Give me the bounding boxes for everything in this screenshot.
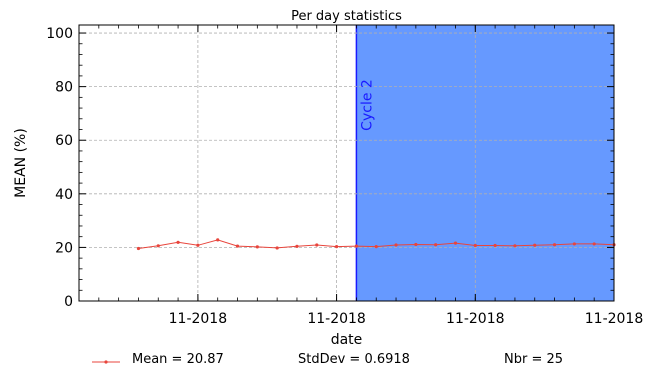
legend-mean-marker-dot	[104, 360, 108, 364]
data-point	[592, 242, 596, 246]
data-point	[572, 242, 576, 246]
data-point	[334, 245, 339, 249]
data-point	[275, 246, 279, 250]
data-point	[552, 243, 557, 247]
data-point	[453, 241, 458, 245]
data-point	[434, 243, 438, 247]
legend-nbr: Nbr = 25	[504, 352, 564, 367]
y-tick-label: 40	[55, 187, 73, 203]
x-tick-label: 11-2018	[446, 311, 505, 327]
data-point	[533, 243, 537, 247]
x-axis-label: date	[331, 332, 363, 348]
y-tick-label: 100	[46, 26, 73, 42]
data-point	[136, 246, 141, 251]
data-point	[176, 240, 180, 244]
y-tick-label: 80	[55, 80, 73, 96]
y-axis-label: MEAN (%)	[13, 128, 29, 198]
data-point	[354, 244, 359, 248]
y-tick-label: 0	[64, 294, 73, 310]
data-point	[295, 244, 299, 248]
x-tick-label: 11-2018	[585, 311, 644, 327]
y-tick-label: 60	[55, 133, 73, 149]
region-label: Cycle 2	[359, 79, 375, 131]
data-point	[493, 243, 497, 248]
legend-stddev: StdDev = 0.6918	[298, 352, 410, 367]
region-shade	[356, 25, 614, 301]
x-tick-label: 11-2018	[169, 311, 228, 327]
data-point	[216, 238, 220, 242]
plot-frame	[78, 24, 615, 302]
data-point	[255, 245, 259, 249]
legend: Mean = 20.87 StdDev = 0.6918 Nbr = 25	[0, 352, 654, 372]
data-point	[513, 244, 517, 248]
data-point	[315, 243, 319, 247]
data-point	[414, 242, 418, 247]
data-point	[196, 243, 200, 247]
data-point	[374, 245, 378, 249]
legend-mean: Mean = 20.87	[132, 352, 224, 367]
data-point	[156, 244, 160, 248]
chart-title: Per day statistics	[291, 9, 402, 24]
data-point	[473, 243, 477, 248]
y-tick-label: 20	[55, 240, 73, 256]
data-point	[235, 244, 240, 248]
data-point	[394, 243, 398, 247]
x-tick-label: 11-2018	[307, 311, 366, 327]
